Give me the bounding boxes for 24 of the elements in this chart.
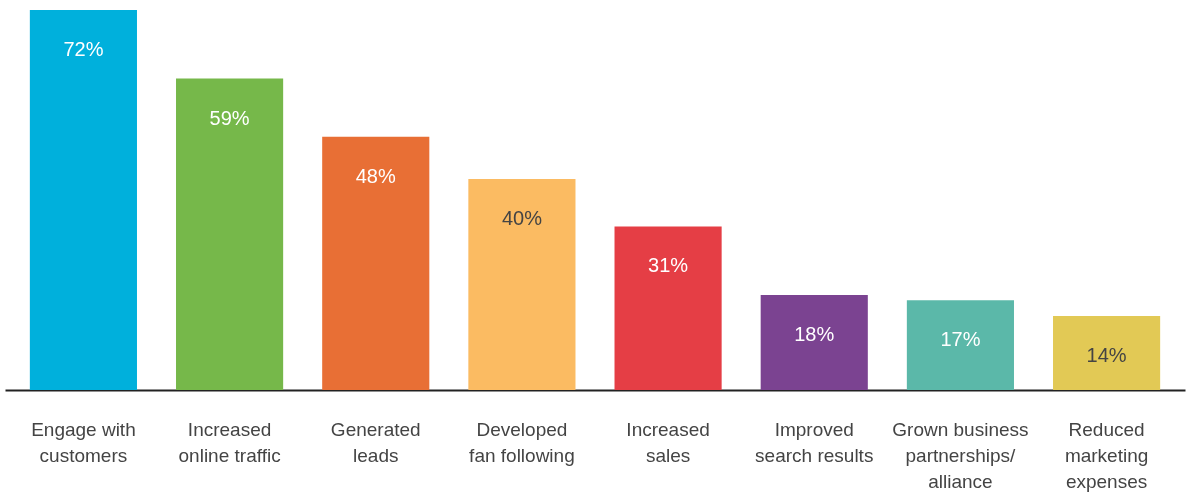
x-tick-label: Engage with customers: [31, 418, 136, 466]
x-tick-label: Reduced marketing expenses: [1064, 418, 1149, 492]
data-label: 17%: [940, 328, 981, 351]
x-tick-label: Increased sales: [626, 418, 710, 466]
x-tick-label: Grown business partnerships/ alliance: [892, 418, 1029, 492]
bar: [906, 300, 1014, 390]
x-tick-label: Developed fan following: [469, 418, 575, 466]
bar: [322, 136, 430, 390]
data-label: 14%: [1086, 344, 1127, 367]
bar: [176, 78, 284, 390]
bar: [760, 295, 868, 390]
x-tick-label: Increased online traffic: [178, 418, 281, 466]
x-tick-label: Improved search results: [755, 418, 874, 466]
bar: [614, 226, 722, 390]
data-label: 48%: [355, 164, 396, 187]
bar: [468, 178, 576, 390]
x-tick-label: Generated leads: [330, 418, 421, 466]
bar: [1053, 316, 1161, 390]
bar: [29, 10, 137, 390]
data-label: 18%: [794, 323, 835, 345]
data-label: 59%: [209, 106, 250, 129]
data-label: 40%: [501, 206, 543, 229]
data-label: 72%: [63, 38, 104, 60]
data-label: 31%: [648, 254, 689, 277]
